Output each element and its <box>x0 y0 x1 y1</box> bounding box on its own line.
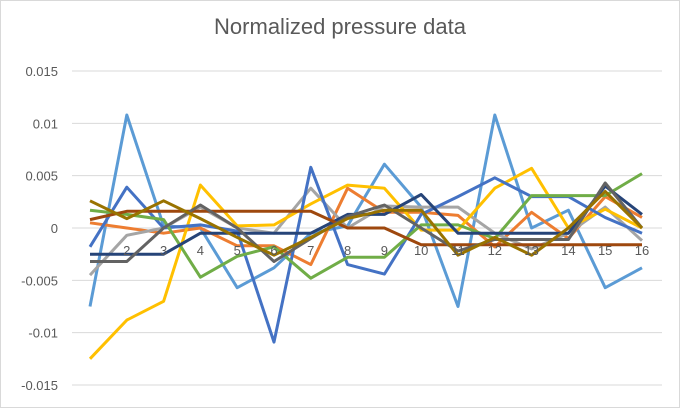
y-tick-label: -0.015 <box>21 378 58 393</box>
x-tick-label: 15 <box>598 243 612 258</box>
gridlines <box>72 70 662 386</box>
y-tick-label: -0.01 <box>28 326 58 341</box>
x-tick-label: 13 <box>524 243 538 258</box>
y-axis-tick-labels: 0.015 0.01 0.005 0 -0.005 -0.01 -0.015 <box>21 64 58 393</box>
x-tick-label: 4 <box>197 243 204 258</box>
y-tick-label: -0.005 <box>21 273 58 288</box>
y-tick-label: 0 <box>51 221 58 236</box>
series-line-6 <box>89 172 643 280</box>
x-tick-label: 11 <box>451 243 465 258</box>
series-line-10 <box>89 189 644 257</box>
series-line-9 <box>90 181 644 263</box>
x-tick-label: 3 <box>160 243 167 258</box>
x-tick-label: 6 <box>270 243 277 258</box>
x-tick-label: 7 <box>307 243 314 258</box>
y-tick-label: 0.015 <box>25 64 58 79</box>
x-tick-label: 9 <box>381 243 388 258</box>
x-tick-label: 5 <box>234 243 241 258</box>
series-lines <box>88 113 644 360</box>
y-tick-label: 0.005 <box>25 169 58 184</box>
x-tick-label: 16 <box>635 243 649 258</box>
chart-title: Normalized pressure data <box>214 14 466 39</box>
x-tick-label: 2 <box>123 243 130 258</box>
x-tick-label: 8 <box>344 243 351 258</box>
x-tick-label: 12 <box>488 243 502 258</box>
x-axis-tick-labels: 2 3 4 5 6 7 8 9 10 11 12 13 14 15 16 <box>123 243 649 258</box>
x-tick-label: 10 <box>414 243 428 258</box>
x-tick-label: 14 <box>561 243 575 258</box>
y-tick-label: 0.01 <box>33 116 58 131</box>
series-line-2 <box>89 186 643 267</box>
